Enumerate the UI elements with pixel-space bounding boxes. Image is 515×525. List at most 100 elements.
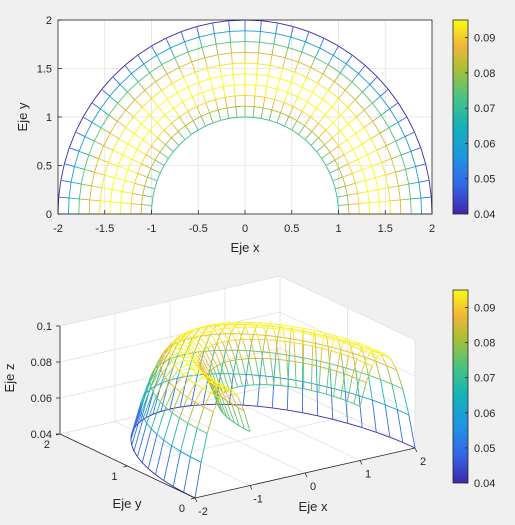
top-mesh-edge: [324, 144, 331, 153]
top-mesh-edge: [117, 154, 124, 167]
top-mesh-edge: [151, 197, 154, 206]
top-mesh-edge: [187, 86, 193, 97]
bottom-mesh-edge: [169, 382, 175, 388]
bottom-mesh-edge: [303, 343, 313, 347]
top-mesh-edge: [318, 114, 326, 124]
top-mesh-edge: [400, 198, 411, 201]
top-mesh-edge: [369, 76, 378, 85]
top-mesh-edge: [262, 97, 266, 108]
bottom-mesh-edge: [220, 410, 224, 415]
top-mesh-edge: [338, 98, 349, 108]
bottom-mesh-edge: [339, 342, 344, 354]
top-mesh-edge: [151, 45, 158, 56]
top-mesh-edge: [304, 125, 313, 132]
top-mesh-edge: [264, 86, 268, 98]
top-mesh-edge: [212, 20, 229, 24]
bottom-mesh-edge: [200, 334, 211, 337]
bottom-mesh-edge: [156, 407, 167, 435]
bottom-mesh-edge: [150, 428, 158, 435]
bottom-mesh-edge: [168, 356, 178, 381]
bottom-mesh-edge: [380, 379, 386, 405]
top-mesh-edge: [206, 68, 211, 79]
top-mesh-edge: [375, 177, 379, 190]
top-xtick-label: -0.5: [189, 223, 208, 235]
top-mesh-edge: [136, 139, 144, 150]
top-mesh-edge: [149, 122, 158, 132]
bottom-mesh-edge: [182, 334, 187, 338]
top-mesh-edge: [253, 106, 264, 109]
bottom-mesh-edge: [191, 404, 204, 407]
top-mesh-edge: [157, 106, 166, 116]
top-mesh-edge: [398, 185, 401, 200]
bottom-mesh-edge: [178, 348, 181, 353]
top-mesh-edge: [256, 63, 259, 75]
bottom-mesh-edge: [211, 343, 218, 346]
top-mesh-edge: [141, 98, 152, 108]
bottom-mesh-edge: [210, 367, 214, 371]
bottom-mesh-edge: [262, 358, 268, 385]
top-mesh-edge: [134, 182, 145, 187]
top-mesh-edge: [182, 96, 193, 103]
bottom-mesh-edge: [216, 381, 225, 387]
top-mesh-edge: [127, 91, 136, 100]
bottom-mesh-edge: [171, 445, 181, 452]
top-mesh-edge: [151, 145, 161, 153]
bottom-mesh-edge: [345, 391, 360, 397]
bottom-mesh-edge: [186, 374, 198, 377]
top-mesh-edge: [257, 52, 260, 64]
top-mesh-edge: [376, 150, 383, 163]
bottom-mesh-edge: [169, 406, 181, 410]
top-mesh-edge: [161, 90, 168, 100]
top-mesh-edge: [351, 81, 363, 93]
top-mesh-edge: [310, 107, 317, 118]
top-mesh-edge: [235, 106, 238, 118]
top-mesh-edge: [171, 131, 179, 139]
bottom-mesh-edge: [329, 363, 332, 388]
bottom-mesh-edge: [208, 350, 215, 375]
top-mesh-edge: [418, 182, 422, 199]
bottom-mesh-edge: [219, 389, 226, 398]
top-mesh-edge: [151, 90, 162, 99]
top-mesh-edge: [357, 154, 368, 160]
bottom-colorbar-tick-label: 0.07: [474, 373, 495, 385]
top-mesh-edge: [84, 136, 95, 142]
bottom-mesh-edge: [364, 362, 373, 367]
bottom-mesh-edge: [270, 323, 282, 326]
top-mesh-edge: [163, 158, 169, 166]
top-mesh-edge: [214, 31, 230, 35]
top-mesh-edge: [354, 91, 363, 100]
bottom-xtick-label: 1: [365, 469, 371, 481]
bottom-mesh-edge: [130, 402, 142, 436]
bottom-mesh-edge: [174, 374, 184, 388]
bottom-mesh-edge: [133, 450, 138, 458]
top-mesh-edge: [165, 137, 172, 146]
top-mesh-edge: [271, 54, 286, 59]
bottom-mesh-edge: [188, 350, 199, 362]
bottom-mesh-edge: [216, 341, 223, 345]
top-mesh-edge: [395, 140, 402, 156]
bottom-mesh-edge: [224, 389, 233, 405]
bottom-xlabel: Eje x: [299, 499, 328, 514]
bottom-mesh-edge: [250, 339, 256, 359]
bottom-mesh-edge: [333, 339, 344, 344]
top-mesh-edge: [68, 182, 72, 199]
top-mesh-edge: [388, 122, 399, 129]
bottom-mesh-edge: [189, 354, 200, 365]
bottom-mesh-edge: [237, 396, 245, 411]
bottom-mesh-edge: [155, 439, 165, 475]
bottom-mesh-edge: [131, 445, 135, 452]
bottom-mesh-edge: [332, 418, 348, 424]
top-mesh-edge: [156, 55, 163, 65]
top-mesh-edge: [207, 64, 220, 69]
top-mesh-edge: [306, 92, 313, 103]
top-mesh-edge: [268, 75, 281, 80]
top-mesh-edge: [371, 161, 382, 167]
top-mesh-edge: [287, 82, 292, 93]
top-mesh-edge: [99, 200, 101, 215]
bottom-mesh-edge: [352, 345, 362, 350]
bottom-mesh-edge: [352, 353, 357, 371]
top-mesh-edge: [288, 106, 294, 117]
top-mesh-edge: [147, 176, 158, 182]
top-mesh-edge: [156, 47, 171, 56]
top-mesh-edge: [228, 116, 237, 119]
